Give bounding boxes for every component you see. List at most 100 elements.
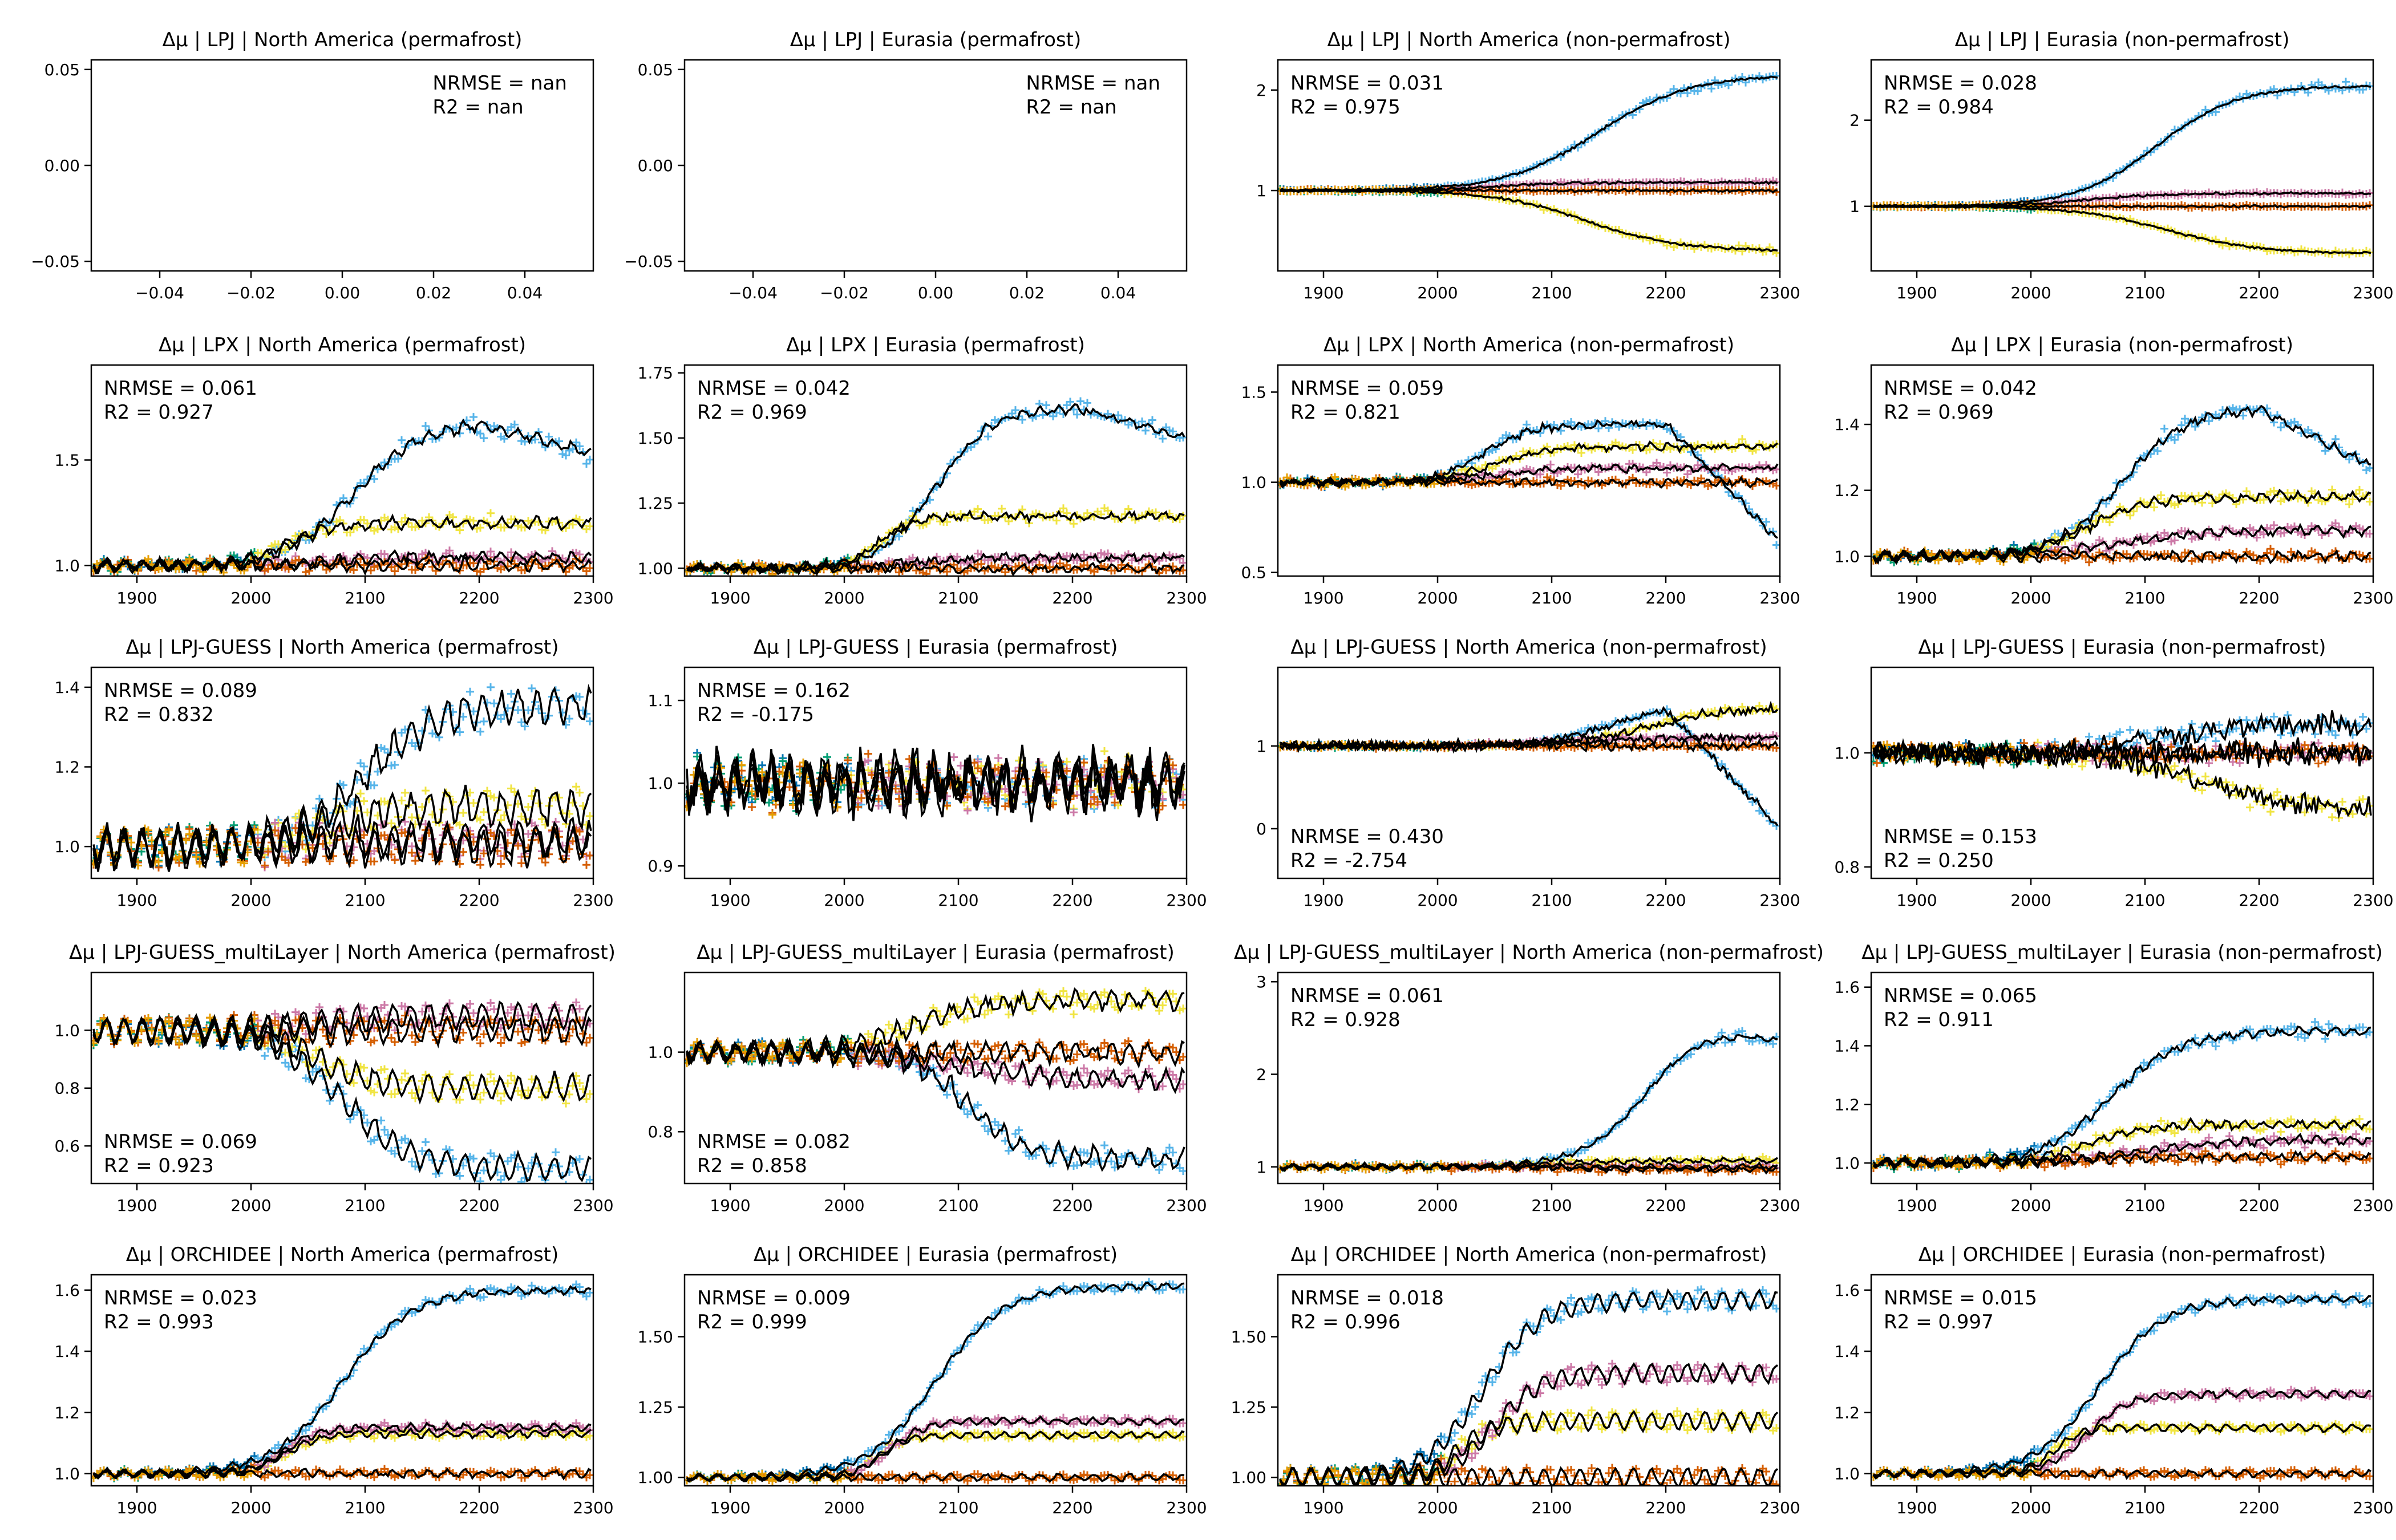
- data-point: [459, 712, 467, 721]
- data-point: [2260, 496, 2268, 504]
- data-point: [497, 715, 505, 723]
- data-point: [2304, 88, 2312, 97]
- data-point: [2366, 464, 2373, 472]
- data-point: [408, 813, 416, 822]
- data-point: [1707, 440, 1715, 449]
- data-point: [353, 523, 361, 532]
- data-point: [480, 808, 488, 816]
- data-point: [1114, 411, 1122, 420]
- data-point: [2106, 518, 2114, 526]
- data-point: [2253, 533, 2261, 542]
- x-tick-label: 2200: [1645, 283, 1686, 302]
- data-point: [895, 532, 903, 541]
- data-point: [758, 768, 766, 776]
- data-point: [524, 706, 532, 715]
- data-point: [977, 560, 985, 568]
- data-point: [476, 727, 484, 736]
- r2-label: R2 = 0.975: [1290, 96, 1401, 119]
- data-point: [483, 787, 491, 795]
- data-point: [480, 849, 488, 858]
- data-point: [779, 757, 787, 765]
- r2-label: R2 = 0.832: [104, 703, 214, 726]
- panel-title: Δμ | LPJ | Eurasia (permafrost): [790, 29, 1082, 51]
- data-point: [360, 830, 368, 839]
- data-point: [994, 754, 1002, 763]
- data-point: [1083, 399, 1091, 407]
- data-point: [1331, 473, 1339, 481]
- y-tick-label: 1.5: [1241, 383, 1266, 402]
- data-point: [1070, 520, 1078, 528]
- r2-label: R2 = 0.969: [1884, 401, 1994, 424]
- x-tick-label: 2200: [1645, 589, 1686, 607]
- data-point: [2157, 491, 2165, 500]
- data-point: [1557, 427, 1565, 435]
- data-point: [768, 571, 776, 576]
- data-point: [487, 548, 495, 556]
- x-tick-label: 0.02: [416, 283, 451, 302]
- data-point: [470, 413, 477, 422]
- data-point: [271, 826, 279, 834]
- x-tick-label: 2100: [938, 891, 978, 910]
- data-point: [1018, 415, 1026, 424]
- data-point: [765, 799, 773, 807]
- data-point: [370, 857, 378, 866]
- panel-title: Δμ | LPJ | North America (non-permafrost…: [1327, 29, 1730, 51]
- nrmse-label: NRMSE = 0.031: [1290, 72, 1444, 95]
- data-point: [1707, 84, 1715, 93]
- series-line: [1279, 187, 1778, 194]
- data-point: [2181, 415, 2189, 423]
- data-point: [1124, 505, 1132, 513]
- data-point: [1735, 77, 1743, 86]
- r2-label: R2 = 0.927: [104, 401, 214, 424]
- data-point: [586, 564, 593, 573]
- data-point: [943, 518, 951, 526]
- x-tick-label: 2000: [230, 891, 271, 910]
- data-point: [480, 565, 488, 573]
- x-tick-label: 1900: [710, 589, 750, 607]
- y-tick-label: 1.2: [54, 758, 80, 777]
- data-point: [480, 717, 488, 726]
- data-point: [576, 442, 584, 451]
- data-point: [274, 540, 282, 549]
- r2-label: R2 = -0.175: [697, 703, 814, 726]
- x-tick-label: 0.02: [1009, 283, 1045, 302]
- y-tick-label: 0.00: [44, 156, 80, 175]
- data-point: [1629, 445, 1637, 454]
- panel-data: [1871, 78, 2373, 258]
- data-point: [1704, 79, 1712, 87]
- data-point: [1063, 509, 1071, 517]
- data-point: [1100, 747, 1108, 755]
- data-point: [1094, 797, 1102, 806]
- panel-data: [1278, 71, 1780, 257]
- x-tick-label: 2300: [1166, 589, 1207, 607]
- data-point: [1159, 434, 1167, 443]
- y-tick-label: 1.2: [1834, 481, 1860, 500]
- x-tick-label: 1900: [116, 589, 157, 607]
- data-point: [1142, 426, 1150, 435]
- data-point: [964, 793, 972, 801]
- data-point: [2150, 537, 2158, 545]
- x-tick-label: 2000: [824, 589, 864, 607]
- x-tick-label: 1900: [1896, 283, 1937, 302]
- axes-frame: [1870, 59, 2374, 272]
- data-point: [292, 813, 300, 822]
- y-tick-label: 1.1: [647, 691, 673, 710]
- data-point: [1772, 71, 1780, 80]
- panel-data: [685, 397, 1187, 576]
- data-point: [175, 853, 183, 861]
- data-point: [2332, 435, 2340, 443]
- x-tick-label: 2200: [1052, 589, 1092, 607]
- series-line: [92, 555, 592, 576]
- data-point: [155, 857, 163, 866]
- data-point: [456, 820, 464, 829]
- data-point: [422, 422, 430, 430]
- data-point: [360, 797, 368, 805]
- x-tick-label: −0.02: [226, 283, 276, 302]
- data-point: [476, 861, 484, 869]
- data-point: [411, 566, 419, 574]
- x-tick-label: 2300: [1759, 283, 1800, 302]
- y-tick-label: 1.0: [1834, 547, 1860, 566]
- data-point: [909, 553, 917, 562]
- data-point: [748, 787, 756, 796]
